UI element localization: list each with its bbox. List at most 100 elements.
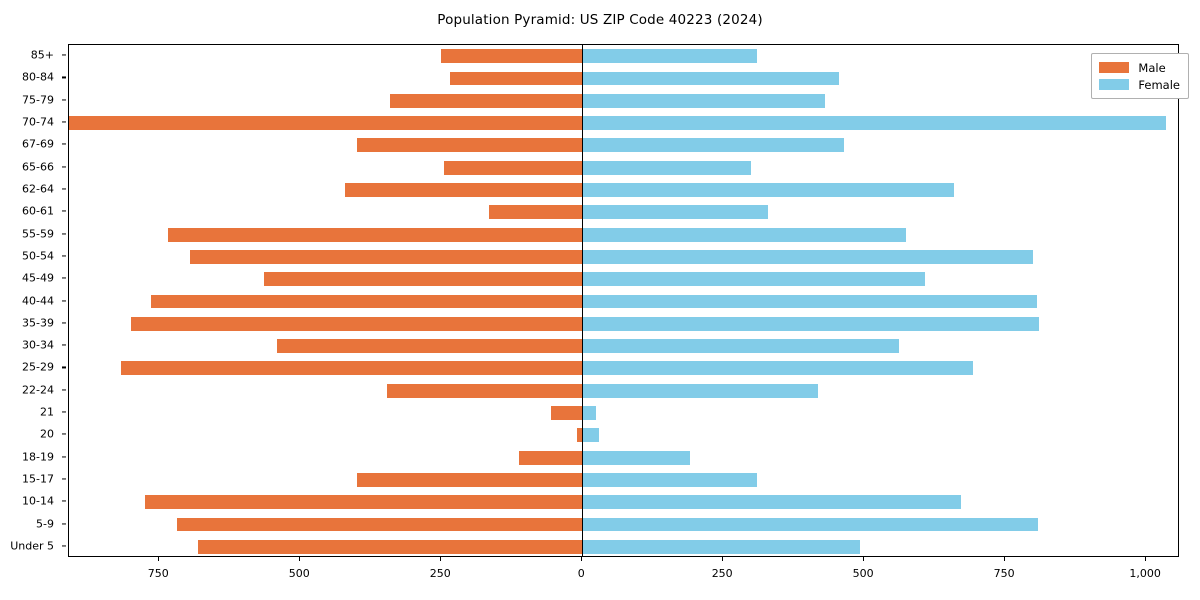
bar-row bbox=[69, 249, 1178, 264]
plot-area bbox=[68, 44, 1179, 557]
bar-male bbox=[145, 495, 583, 510]
x-tick-label: 750 bbox=[147, 567, 169, 580]
bar-row bbox=[69, 406, 1178, 420]
x-tick-label: 250 bbox=[429, 567, 451, 580]
legend-swatch-icon bbox=[1099, 79, 1130, 90]
bar-male bbox=[263, 272, 583, 287]
bar-row bbox=[69, 339, 1178, 354]
y-tick-label: 21 bbox=[40, 405, 54, 419]
bar-female bbox=[582, 450, 691, 465]
x-tick-mark bbox=[1004, 557, 1006, 561]
bars-layer bbox=[69, 45, 1178, 556]
y-tick-label: 85+ bbox=[30, 48, 54, 62]
y-tick-mark bbox=[62, 522, 66, 525]
y-tick-mark bbox=[62, 54, 66, 56]
legend-entry-female[interactable]: Female bbox=[1099, 76, 1180, 93]
bar-female bbox=[582, 539, 860, 554]
x-tick-label: 750 bbox=[993, 567, 1015, 580]
bar-female bbox=[582, 249, 1034, 264]
y-tick-mark bbox=[62, 500, 66, 502]
bar-row bbox=[69, 495, 1178, 510]
bar-female bbox=[582, 205, 769, 220]
bar-female bbox=[582, 339, 900, 354]
x-tick-mark bbox=[158, 557, 160, 561]
bar-male bbox=[489, 205, 583, 220]
bar-female bbox=[582, 138, 845, 153]
bar-row bbox=[69, 517, 1178, 532]
x-axis: 750 500 250 0 250 500 750 1,000 bbox=[68, 557, 1179, 597]
y-tick-label: 5-9 bbox=[36, 517, 54, 531]
y-tick-mark bbox=[62, 344, 66, 346]
y-tick-mark bbox=[62, 76, 66, 78]
x-tick-label: 500 bbox=[852, 567, 874, 580]
y-tick-mark bbox=[62, 233, 66, 235]
y-tick-label: 22-24 bbox=[22, 383, 54, 397]
bar-male bbox=[167, 227, 583, 242]
y-tick-label: 25-29 bbox=[22, 360, 54, 374]
bar-female bbox=[582, 406, 597, 420]
bar-male bbox=[177, 517, 583, 532]
bar-male bbox=[356, 473, 583, 487]
y-tick-mark bbox=[62, 143, 66, 145]
bar-male bbox=[69, 116, 583, 130]
y-tick-label: 35-39 bbox=[22, 316, 54, 330]
bar-male bbox=[576, 428, 583, 443]
bar-male bbox=[551, 406, 583, 420]
bar-female bbox=[582, 71, 839, 86]
bar-male bbox=[444, 160, 583, 175]
bar-female bbox=[582, 294, 1038, 309]
bar-male bbox=[131, 316, 583, 331]
bar-male bbox=[441, 49, 583, 64]
bar-female bbox=[582, 49, 757, 64]
y-tick-mark bbox=[62, 456, 66, 458]
x-tick-label: 250 bbox=[711, 567, 733, 580]
y-tick-mark bbox=[62, 166, 66, 168]
bar-male bbox=[386, 383, 583, 398]
y-tick-label: 18-19 bbox=[22, 450, 54, 464]
bar-female bbox=[582, 428, 600, 443]
x-tick-mark bbox=[440, 557, 442, 561]
bar-male bbox=[150, 294, 583, 309]
bar-female bbox=[582, 361, 973, 376]
y-tick-label: 65-66 bbox=[22, 160, 54, 174]
bar-female bbox=[582, 93, 825, 108]
bar-row bbox=[69, 183, 1178, 197]
zero-axis-line bbox=[582, 45, 584, 556]
y-tick-mark bbox=[62, 121, 66, 123]
y-tick-mark bbox=[62, 389, 66, 391]
legend-entry-male[interactable]: Male bbox=[1099, 59, 1180, 76]
bar-male bbox=[345, 183, 583, 197]
bar-row bbox=[69, 49, 1178, 64]
bar-row bbox=[69, 316, 1178, 331]
bar-female bbox=[582, 227, 907, 242]
legend-label: Female bbox=[1138, 77, 1180, 92]
bar-row bbox=[69, 539, 1178, 554]
x-tick-mark bbox=[722, 557, 724, 561]
bar-row bbox=[69, 93, 1178, 108]
bar-row bbox=[69, 205, 1178, 220]
bar-female bbox=[582, 495, 962, 510]
bar-male bbox=[449, 71, 583, 86]
y-tick-label: 40-44 bbox=[22, 294, 54, 307]
y-tick-mark bbox=[62, 545, 66, 547]
bar-female bbox=[582, 183, 955, 197]
bar-male bbox=[519, 450, 583, 465]
y-tick-mark bbox=[62, 99, 66, 101]
bar-row bbox=[69, 116, 1178, 130]
y-tick-label: 70-74 bbox=[22, 115, 54, 129]
y-tick-mark bbox=[62, 433, 66, 435]
y-tick-mark bbox=[62, 366, 66, 368]
x-tick-label: 500 bbox=[288, 567, 310, 580]
y-tick-mark bbox=[62, 188, 66, 190]
y-tick-label: 45-49 bbox=[22, 271, 54, 285]
y-tick-label: 50-54 bbox=[22, 249, 54, 263]
bar-female bbox=[582, 160, 752, 175]
chart-title: Population Pyramid: US ZIP Code 40223 (2… bbox=[437, 12, 763, 28]
bar-row bbox=[69, 361, 1178, 376]
y-tick-label: 67-69 bbox=[22, 137, 54, 151]
bar-row bbox=[69, 473, 1178, 487]
x-tick-mark bbox=[1145, 557, 1147, 561]
legend-swatch-icon bbox=[1099, 62, 1130, 73]
y-tick-mark bbox=[62, 277, 66, 279]
bar-male bbox=[197, 539, 583, 554]
